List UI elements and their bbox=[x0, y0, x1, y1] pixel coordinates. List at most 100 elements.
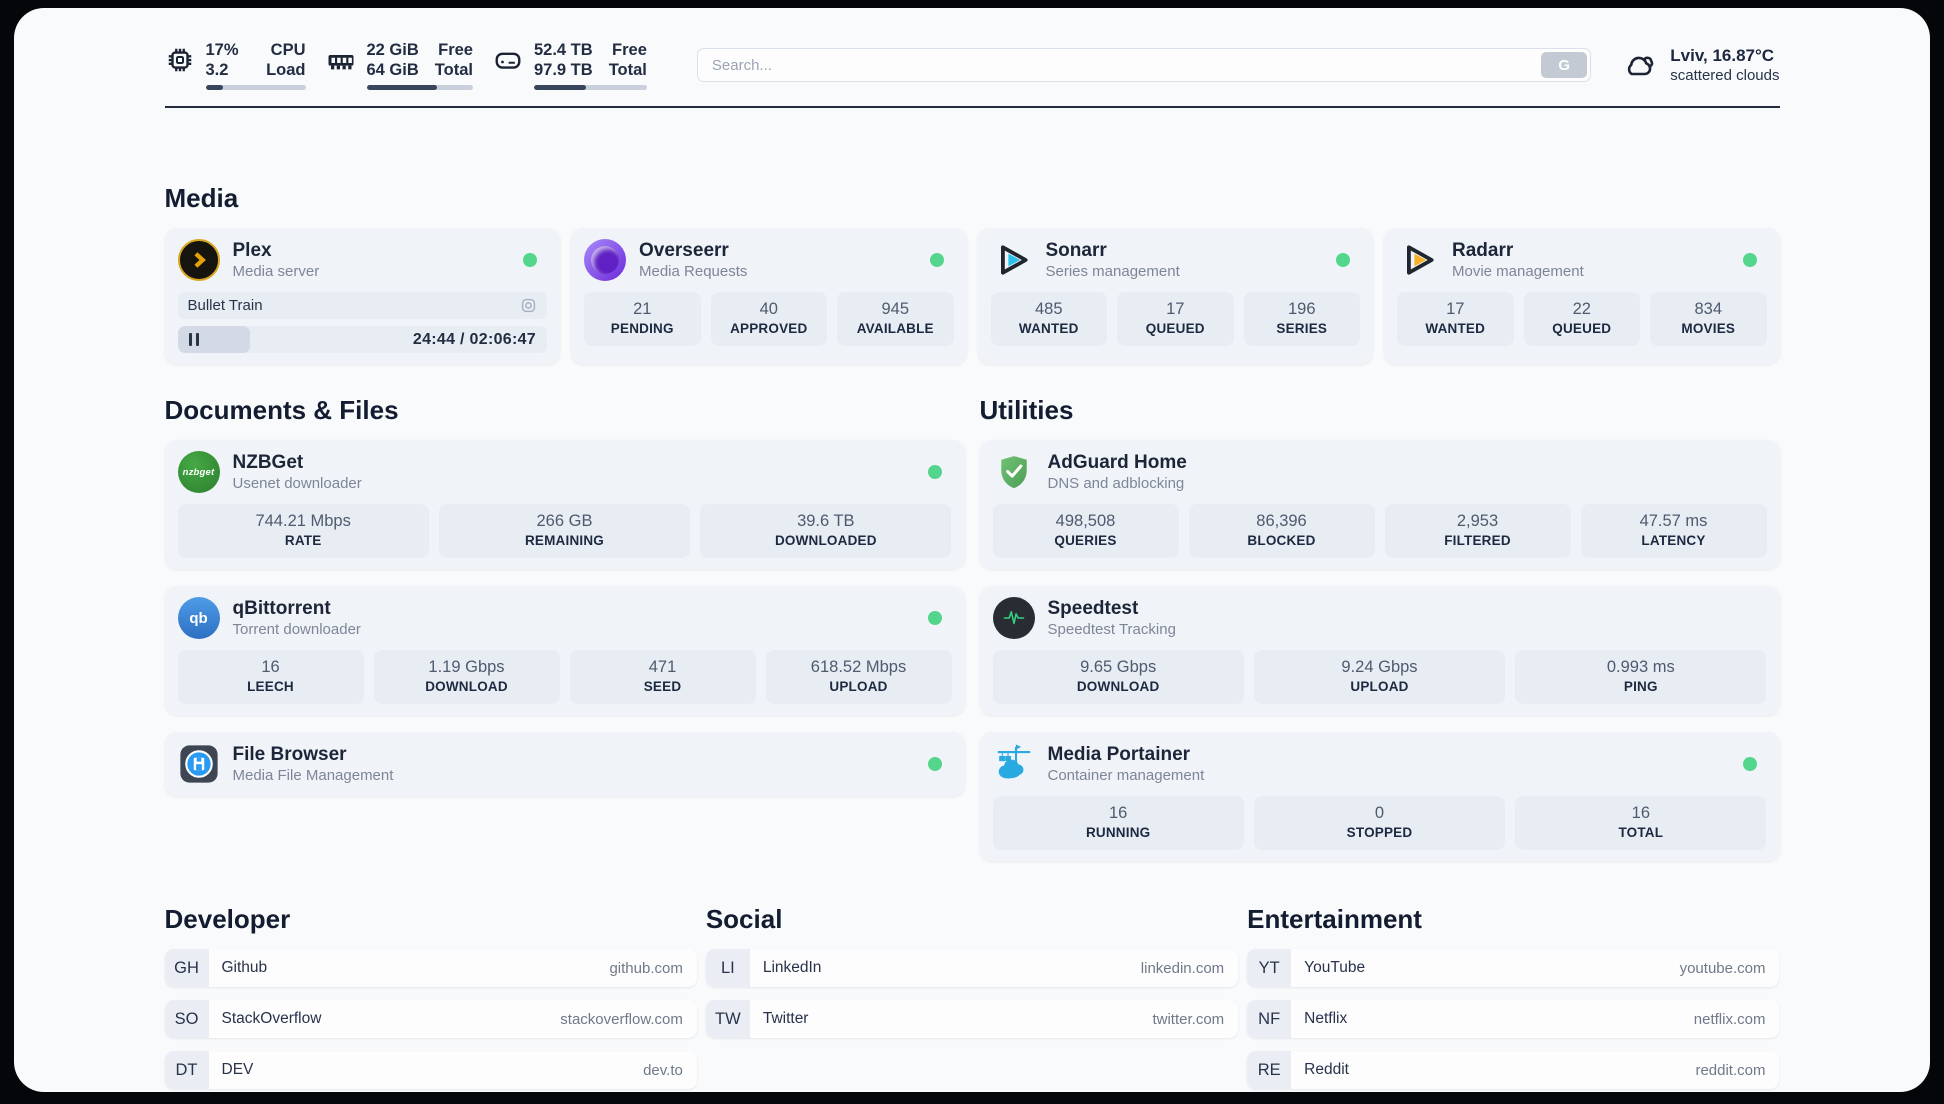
disk-progress-fill bbox=[533, 85, 586, 90]
bookmark-name: Github bbox=[221, 959, 268, 976]
stat-value: 618.52 Mbps bbox=[810, 658, 907, 676]
speedtest-icon bbox=[992, 597, 1035, 639]
now-playing-title: Bullet Train bbox=[187, 297, 263, 314]
cpu-load-label: Load bbox=[266, 61, 306, 79]
stat-value: 1.19 Gbps bbox=[428, 658, 505, 676]
memory-free-label: Free bbox=[438, 41, 473, 59]
stat-box: 834 MOVIES bbox=[1650, 292, 1767, 346]
app-desc: Movie management bbox=[1452, 263, 1584, 280]
app-card-overseerr[interactable]: Overseerr Media Requests 21 PENDING 40 A… bbox=[571, 228, 967, 364]
stat-value: 9.65 Gbps bbox=[1080, 658, 1157, 676]
stat-label: REMAINING bbox=[524, 533, 605, 548]
app-card-qbittorrent[interactable]: qb qBittorrent Torrent downloader 16 LEE… bbox=[164, 586, 965, 715]
stat-box: 9.65 Gbps DOWNLOAD bbox=[992, 650, 1244, 704]
bookmark-row-youtube[interactable]: YT YouTube youtube.com bbox=[1247, 949, 1780, 987]
stat-label: BLOCKED bbox=[1247, 533, 1316, 548]
adguard-icon bbox=[993, 451, 1035, 493]
app-card-filebrowser[interactable]: File Browser Media File Management bbox=[164, 732, 965, 796]
stat-label: SEED bbox=[643, 679, 682, 694]
radarr-icon bbox=[1397, 239, 1439, 281]
app-card-nzbget[interactable]: nzbget NZBGet Usenet downloader 744.21 M… bbox=[164, 440, 965, 569]
app-desc: Usenet downloader bbox=[232, 475, 362, 492]
stat-value: 17 bbox=[1166, 300, 1185, 318]
nzbget-icon: nzbget bbox=[177, 451, 220, 493]
bookmark-abbr: GH bbox=[164, 949, 209, 987]
stat-label: AVAILABLE bbox=[856, 321, 934, 336]
bookmark-url: stackoverflow.com bbox=[560, 1010, 683, 1028]
app-card-adguard[interactable]: AdGuard Home DNS and adblocking 498,508 … bbox=[979, 440, 1780, 569]
memory-total-label: Total bbox=[434, 61, 473, 79]
stat-value: 471 bbox=[648, 658, 677, 676]
sonarr-icon bbox=[991, 239, 1033, 281]
stat-box: 266 GB REMAINING bbox=[438, 504, 691, 558]
stat-value: 945 bbox=[881, 300, 910, 318]
stat-value: 16 bbox=[1631, 804, 1650, 822]
media-type-icon bbox=[520, 297, 537, 314]
bookmark-row-github[interactable]: GH Github github.com bbox=[164, 949, 697, 987]
memory-stat: 22 GiB 64 GiB Free Total bbox=[326, 40, 473, 90]
bookmark-url: reddit.com bbox=[1695, 1061, 1766, 1079]
cpu-progress-track bbox=[205, 85, 306, 90]
disk-free: 52.4 TB bbox=[533, 41, 593, 59]
bookmark-abbr: LI bbox=[705, 949, 750, 987]
status-online-dot bbox=[927, 611, 942, 625]
bookmark-url: youtube.com bbox=[1679, 959, 1766, 977]
bookmark-abbr: SO bbox=[164, 1000, 209, 1038]
section-title-entertainment: Entertainment bbox=[1247, 904, 1422, 934]
bookmark-name: Twitter bbox=[762, 1010, 809, 1027]
stat-value: 834 bbox=[1694, 300, 1723, 318]
stat-label: WANTED bbox=[1018, 321, 1079, 336]
memory-progress-fill bbox=[366, 85, 437, 90]
media-cards-row: Plex Media server Bullet Train bbox=[164, 228, 1780, 364]
stat-value: 498,508 bbox=[1055, 512, 1116, 530]
dashboard-page: 17% 3.2 CPU Load bbox=[14, 8, 1930, 1092]
status-online-dot bbox=[1742, 757, 1757, 771]
stat-label: DOWNLOADED bbox=[774, 533, 877, 548]
status-online-dot bbox=[927, 757, 942, 771]
disk-total-label: Total bbox=[608, 61, 647, 79]
app-card-plex[interactable]: Plex Media server Bullet Train bbox=[164, 228, 560, 364]
app-desc: Media Requests bbox=[639, 263, 748, 280]
bookmark-name: Netflix bbox=[1304, 1010, 1348, 1027]
cloud-icon bbox=[1628, 56, 1654, 76]
app-card-radarr[interactable]: Radarr Movie management 17 WANTED 22 QUE… bbox=[1384, 228, 1780, 364]
stat-label: PING bbox=[1623, 679, 1658, 694]
app-desc: Torrent downloader bbox=[232, 621, 361, 638]
stat-label: WANTED bbox=[1425, 321, 1486, 336]
bookmark-row-twitter[interactable]: TW Twitter twitter.com bbox=[705, 1000, 1239, 1038]
stat-value: 40 bbox=[759, 300, 778, 318]
stat-label: DOWNLOAD bbox=[1076, 679, 1160, 694]
bookmark-abbr: YT bbox=[1247, 949, 1292, 987]
disk-progress-track bbox=[533, 85, 647, 90]
cpu-load: 3.2 bbox=[205, 61, 229, 79]
app-name: Speedtest bbox=[1047, 598, 1139, 619]
stat-value: 47.57 ms bbox=[1639, 512, 1708, 530]
cpu-stat: 17% 3.2 CPU Load bbox=[165, 40, 306, 90]
middle-columns: Documents & Files nzbget NZBGet Usenet d… bbox=[164, 364, 1780, 861]
cpu-percent: 17% bbox=[205, 41, 239, 59]
bookmark-row-stackoverflow[interactable]: SO StackOverflow stackoverflow.com bbox=[164, 1000, 697, 1038]
search-engine-button[interactable]: G bbox=[1541, 52, 1588, 78]
qbittorrent-icon: qb bbox=[177, 597, 220, 639]
app-name: Media Portainer bbox=[1047, 744, 1191, 765]
stat-box: 40 APPROVED bbox=[710, 292, 827, 346]
plex-icon bbox=[177, 239, 220, 281]
bookmark-row-reddit[interactable]: RE Reddit reddit.com bbox=[1247, 1051, 1780, 1089]
stat-box: 196 SERIES bbox=[1243, 292, 1360, 346]
cpu-progress-fill bbox=[205, 85, 223, 90]
stat-box: 21 PENDING bbox=[584, 292, 701, 346]
bookmark-row-netflix[interactable]: NF Netflix netflix.com bbox=[1247, 1000, 1780, 1038]
stat-value: 196 bbox=[1287, 300, 1316, 318]
bookmark-row-dev[interactable]: DT DEV dev.to bbox=[164, 1051, 697, 1089]
stat-box: 47.57 ms LATENCY bbox=[1580, 504, 1767, 558]
app-card-speedtest[interactable]: Speedtest Speedtest Tracking 9.65 Gbps D… bbox=[979, 586, 1780, 715]
cpu-label: CPU bbox=[270, 41, 306, 59]
app-card-sonarr[interactable]: Sonarr Series management 485 WANTED 17 Q… bbox=[977, 228, 1373, 364]
app-desc: Speedtest Tracking bbox=[1047, 621, 1176, 638]
stat-label: FILTERED bbox=[1444, 533, 1511, 548]
bookmark-row-linkedin[interactable]: LI LinkedIn linkedin.com bbox=[705, 949, 1239, 987]
stat-value: 17 bbox=[1446, 300, 1465, 318]
app-name: Overseerr bbox=[639, 240, 729, 261]
app-card-portainer[interactable]: Media Portainer Container management 16 … bbox=[979, 732, 1780, 861]
search-input[interactable] bbox=[696, 48, 1592, 82]
